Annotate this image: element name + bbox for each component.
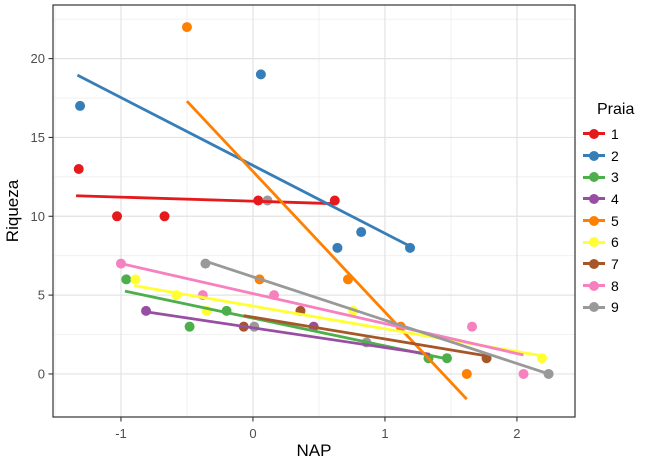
- legend-key-icon: [583, 191, 605, 207]
- legend-key-icon: [583, 213, 605, 229]
- plot-panel-border: [52, 4, 576, 418]
- y-tick-label: 0: [38, 366, 45, 381]
- legend-label: 1: [611, 125, 619, 142]
- axis-ticks: [48, 58, 518, 422]
- legend-key-icon: [583, 256, 605, 272]
- legend-item-praia-7: 7: [583, 253, 634, 275]
- legend-key-icon: [583, 126, 605, 142]
- data-point-praia-3: [121, 274, 132, 285]
- y-tick-label: 15: [31, 130, 45, 145]
- legend-label: 5: [611, 212, 619, 229]
- legend-label: 6: [611, 234, 619, 251]
- data-point-praia-2: [356, 227, 367, 238]
- data-points-layer: [73, 22, 554, 379]
- x-tick-label: 2: [513, 426, 520, 441]
- legend-key-icon: [583, 169, 605, 185]
- legend-label: 7: [611, 255, 619, 272]
- trend-line-praia-5: [185, 100, 468, 401]
- y-tick-label: 10: [31, 209, 45, 224]
- gridlines: [53, 5, 575, 417]
- legend-key-icon: [583, 234, 605, 250]
- trend-lines-layer: [76, 73, 552, 401]
- y-axis-title: Riqueza: [3, 179, 22, 242]
- data-point-praia-5: [461, 368, 472, 379]
- data-point-praia-5: [181, 22, 192, 33]
- data-point-praia-1: [112, 211, 123, 222]
- data-point-praia-2: [255, 69, 266, 80]
- data-point-praia-1: [159, 211, 170, 222]
- legend-label: 8: [611, 277, 619, 294]
- legend-key-icon: [583, 278, 605, 294]
- legend-item-praia-5: 5: [583, 210, 634, 232]
- data-point-praia-6: [130, 274, 141, 285]
- legend-title: Praia: [597, 101, 635, 118]
- trend-line-praia-7: [243, 314, 487, 358]
- legend-item-praia-4: 4: [583, 188, 634, 210]
- legend-item-praia-1: 1: [583, 123, 634, 145]
- trend-line-praia-9: [205, 259, 552, 377]
- trend-line-praia-1: [76, 194, 335, 206]
- legend: Praia 1 2 3 4 5 6 7 8 9: [583, 100, 634, 318]
- legend-item-praia-8: 8: [583, 275, 634, 297]
- data-point-praia-8: [518, 368, 529, 379]
- legend-item-praia-3: 3: [583, 166, 634, 188]
- x-tick-label: -1: [115, 426, 127, 441]
- legend-label: 2: [611, 147, 619, 164]
- legend-key-icon: [583, 148, 605, 164]
- y-tick-label: 5: [38, 288, 45, 303]
- x-tick-label: 0: [249, 426, 256, 441]
- data-point-praia-2: [75, 100, 86, 111]
- trend-line-praia-8: [120, 262, 524, 357]
- data-point-praia-2: [332, 242, 343, 253]
- legend-label: 4: [611, 190, 619, 207]
- legend-item-praia-6: 6: [583, 231, 634, 253]
- data-point-praia-8: [467, 321, 478, 332]
- x-tick-label: 1: [381, 426, 388, 441]
- legend-key-icon: [583, 299, 605, 315]
- legend-label: 3: [611, 169, 619, 186]
- data-point-praia-1: [73, 163, 84, 174]
- x-axis-title: NAP: [297, 441, 332, 460]
- legend-label: 9: [611, 299, 619, 316]
- trend-line-praia-4: [144, 310, 431, 356]
- y-tick-label: 20: [31, 51, 45, 66]
- legend-item-praia-9: 9: [583, 297, 634, 319]
- legend-items: 1 2 3 4 5 6 7 8 9: [583, 123, 634, 318]
- data-point-praia-3: [184, 321, 195, 332]
- legend-item-praia-2: 2: [583, 145, 634, 167]
